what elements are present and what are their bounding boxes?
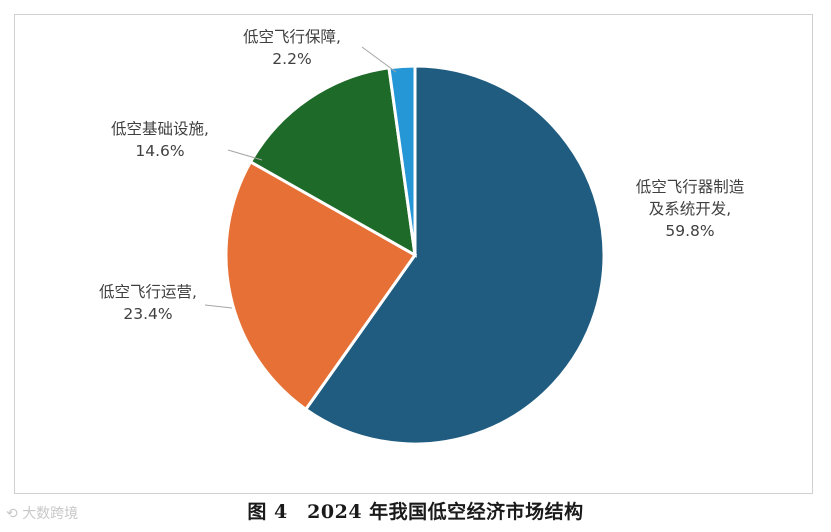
data-label-line: 59.8% — [665, 222, 714, 240]
data-label-line: 低空飞行保障, — [243, 28, 341, 46]
data-label-line: 低空飞行运营, — [99, 283, 197, 301]
watermark: ⟲ 大数跨境 — [6, 503, 78, 523]
leader-line — [361, 46, 397, 73]
data-label-line: 23.4% — [123, 305, 172, 323]
pie-slice — [387, 64, 417, 256]
data-label: 低空飞行保障, 2.2% — [243, 28, 341, 68]
data-label-line: 低空飞行器制造 — [636, 178, 745, 196]
pie-slice — [224, 159, 418, 412]
leader-line — [227, 149, 263, 161]
data-label-line: 及系统开发, — [649, 200, 731, 218]
data-label-line: 低空基础设施, — [111, 120, 209, 138]
pie-slice — [303, 64, 606, 446]
figure-caption: 图 4 2024 年我国低空经济市场结构 — [247, 501, 584, 523]
watermark-logo-icon: ⟲ — [6, 506, 18, 522]
watermark-text: 大数跨境 — [22, 506, 79, 522]
data-label: 低空基础设施, 14.6% — [111, 120, 209, 160]
data-label: 低空飞行运营, 23.4% — [99, 283, 197, 323]
pie-slice — [248, 66, 417, 258]
leader-line — [204, 304, 233, 309]
data-label-line: 2.2% — [272, 50, 311, 68]
data-label: 低空飞行器制造及系统开发, 59.8% — [636, 178, 745, 240]
data-label-line: 14.6% — [135, 142, 184, 160]
